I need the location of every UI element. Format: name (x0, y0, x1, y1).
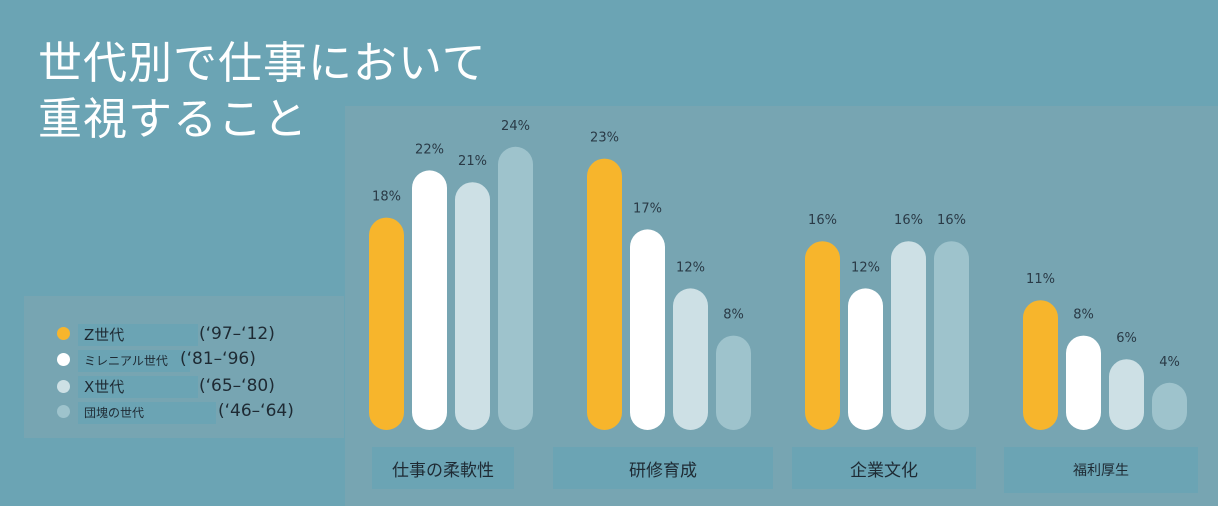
category-label-training: 研修育成 (553, 447, 773, 489)
value-label-benefits-millennial: 8% (1073, 308, 1094, 323)
value-label-flexibility-x: 21% (458, 154, 487, 169)
category-label-flexibility: 仕事の柔軟性 (372, 447, 514, 489)
bar-culture-millennial (848, 288, 883, 430)
legend-dot-z (57, 327, 70, 340)
bar-training-x (673, 288, 708, 430)
bar-flexibility-boomer (498, 146, 533, 431)
value-label-training-boomer: 8% (723, 308, 744, 323)
legend-years-z: (‘97–‘12) (199, 324, 275, 344)
value-label-training-z: 23% (590, 131, 619, 146)
value-label-culture-z: 16% (808, 213, 837, 228)
legend-dot-boomer (57, 405, 70, 418)
category-label-benefits: 福利厚生 (1004, 447, 1198, 493)
value-label-flexibility-z: 18% (372, 190, 401, 205)
bar-benefits-boomer (1152, 382, 1187, 430)
bar-culture-boomer (934, 241, 969, 430)
legend-years-x: (‘65–‘80) (199, 376, 275, 396)
bar-benefits-z (1023, 300, 1058, 430)
value-label-culture-x: 16% (894, 213, 923, 228)
legend-dot-millennial (57, 353, 70, 366)
bar-benefits-millennial (1066, 335, 1101, 430)
value-label-training-millennial: 17% (633, 201, 662, 216)
title-line-2: 重視すること (38, 94, 308, 145)
legend-label-z: Z世代 (78, 324, 198, 346)
category-label-culture: 企業文化 (792, 447, 976, 489)
legend-years-millennial: (‘81–‘96) (180, 349, 256, 369)
bar-training-boomer (716, 335, 751, 430)
legend-dot-x (57, 380, 70, 393)
value-label-flexibility-millennial: 22% (415, 142, 444, 157)
bar-flexibility-x (455, 182, 490, 430)
page-title: 世代別で仕事において 重視すること (38, 36, 487, 148)
value-label-benefits-z: 11% (1026, 272, 1055, 287)
value-label-benefits-x: 6% (1116, 331, 1137, 346)
bar-flexibility-millennial (412, 170, 447, 430)
bar-culture-x (891, 241, 926, 430)
chart-panel (345, 106, 1218, 506)
legend-label-boomer: 団塊の世代 (78, 402, 216, 424)
bar-benefits-x (1109, 359, 1144, 430)
value-label-culture-boomer: 16% (937, 213, 966, 228)
value-label-training-x: 12% (676, 260, 705, 275)
value-label-flexibility-boomer: 24% (501, 119, 530, 134)
title-line-1: 世代別で仕事において (38, 38, 487, 89)
legend-label-millennial: ミレニアル世代 (78, 350, 190, 372)
value-label-benefits-boomer: 4% (1159, 355, 1180, 370)
value-label-culture-millennial: 12% (851, 260, 880, 275)
bar-training-z (587, 158, 622, 430)
bar-flexibility-z (369, 217, 404, 430)
bar-culture-z (805, 241, 840, 430)
legend-label-x: X世代 (78, 376, 198, 398)
legend: Z世代 (‘97–‘12) ミレニアル世代 (‘81–‘96) X世代 (‘65… (24, 296, 344, 438)
bar-training-millennial (630, 229, 665, 430)
legend-years-boomer: (‘46–‘64) (218, 401, 294, 421)
